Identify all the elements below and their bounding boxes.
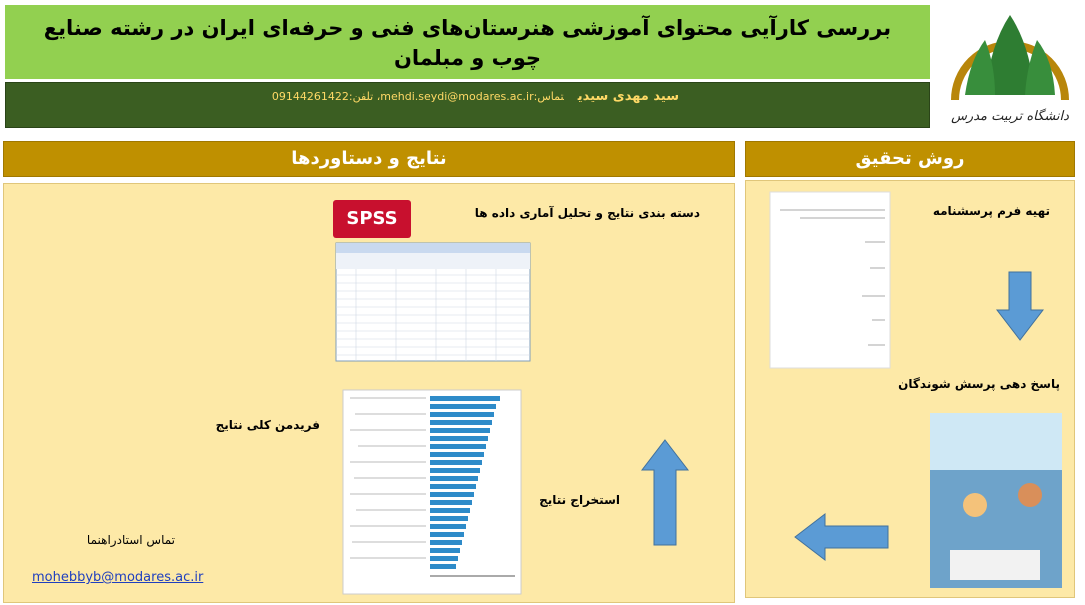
supervisor-label: تماس استادراهنما xyxy=(86,533,175,547)
results-heading: نتایج و دستاوردها xyxy=(291,148,447,169)
illustration-person xyxy=(963,493,987,517)
analysis-label: دسته بندی نتایج و تحلیل آماری داده ها xyxy=(474,206,700,220)
method-heading: روش تحقیق xyxy=(855,148,965,169)
method-step: تهیه فرم پرسشنامه xyxy=(932,204,1050,218)
friedman-text-lines xyxy=(350,397,426,559)
title-band: بررسی کارآیی محتوای آموزشی هنرستان‌های ف… xyxy=(5,5,930,79)
table-grid xyxy=(336,269,530,361)
logo-text: دانشگاه تربیت مدرس xyxy=(951,108,1069,124)
questionnaire-lines xyxy=(780,209,885,346)
toolbar xyxy=(336,253,530,269)
author-name: سید مهدی سیدی xyxy=(577,89,679,104)
extraction-label: استخراج نتایج xyxy=(539,493,620,507)
spss-logo xyxy=(333,200,411,238)
questionnaire-image xyxy=(769,191,891,369)
supervisor-email[interactable]: mohebbyb@modares.ac.ir xyxy=(32,570,204,585)
results-header: نتایج و دستاوردها xyxy=(3,141,735,177)
arrow-left xyxy=(794,512,889,562)
window-bar xyxy=(336,243,530,253)
author-contact: تماس:mehdi.seydi@modares.ac.ir، تلفن:091… xyxy=(271,90,564,103)
illustration-desk xyxy=(950,550,1040,580)
arrow-down xyxy=(995,271,1045,341)
illustration-person xyxy=(1018,483,1042,507)
author-band: سید مهدی سیدی تماس:mehdi.seydi@modares.ac… xyxy=(5,82,930,128)
arrow-up xyxy=(640,439,690,546)
friedman-label: فریدمن کلی نتایج xyxy=(215,418,320,432)
method-step: پاسخ دهی پرسش شوندگان xyxy=(898,377,1060,391)
spss-logo-text: SPSS xyxy=(346,208,397,229)
method-header: روش تحقیق xyxy=(745,141,1075,177)
friedman-bars xyxy=(430,396,500,569)
university-logo: دانشگاه تربیت مدرس xyxy=(951,15,1069,124)
poster-title: بررسی کارآیی محتوای آموزشی هنرستان‌های ف… xyxy=(43,16,892,70)
